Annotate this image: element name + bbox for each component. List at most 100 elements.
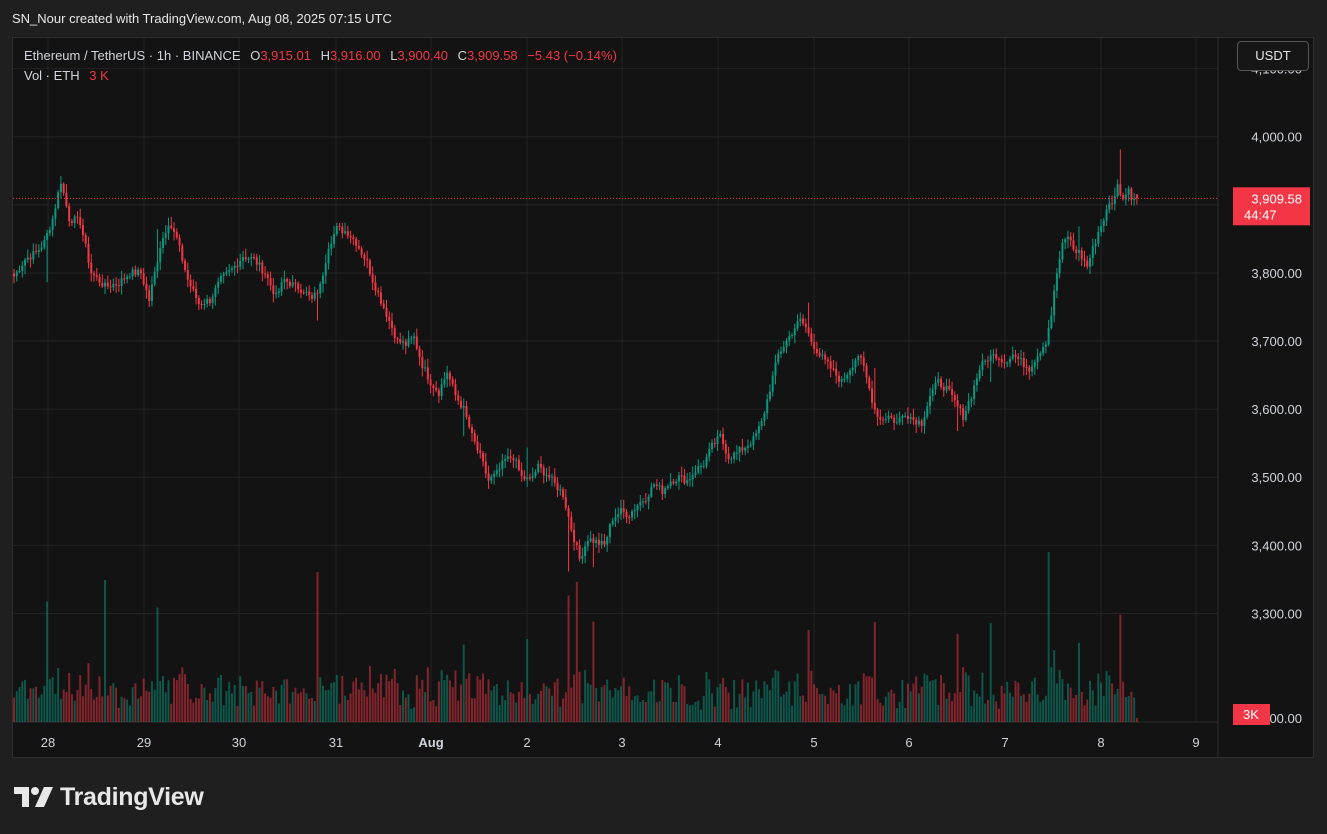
volume-label[interactable]: Vol · ETH	[24, 68, 80, 83]
volume-bar	[738, 693, 741, 722]
volume-bar	[608, 690, 611, 722]
tradingview-logo[interactable]: TradingView	[14, 783, 204, 811]
symbol-interval[interactable]: 1h	[156, 48, 172, 63]
candle-body	[959, 406, 962, 409]
candle-body	[385, 307, 388, 317]
candle-body	[407, 338, 410, 346]
time-axis-label: 3	[618, 735, 625, 750]
volume-bar	[255, 680, 258, 722]
volume-bar	[504, 700, 507, 722]
time-axis-label: 31	[329, 735, 343, 750]
open-value: 3,915.01	[260, 48, 311, 63]
volume-bar	[528, 694, 531, 722]
candle-body	[597, 539, 600, 545]
symbol-exchange: BINANCE	[182, 48, 241, 63]
volume-bar	[818, 694, 821, 722]
volume-bar	[59, 698, 62, 722]
volume-bar	[975, 693, 978, 722]
candle-body	[435, 387, 438, 391]
volume-bar	[879, 702, 882, 722]
candle-body	[139, 269, 142, 274]
volume-bar	[1097, 673, 1100, 722]
symbol-name[interactable]: Ethereum / TetherUS	[24, 48, 146, 63]
candle-body	[970, 399, 973, 402]
volume-bar	[388, 681, 391, 722]
volume-bar	[1122, 681, 1125, 722]
volume-bar	[150, 681, 153, 722]
volume-bar	[945, 698, 948, 722]
candle-body	[810, 333, 813, 342]
volume-bar	[93, 699, 96, 722]
candle-body	[173, 228, 176, 232]
volume-bar	[959, 692, 962, 722]
candle-body	[15, 271, 18, 277]
volume-bar	[771, 677, 774, 722]
candle-body	[738, 447, 741, 453]
candle-body	[766, 399, 769, 414]
candle-body	[937, 378, 940, 383]
volume-bar	[286, 679, 289, 722]
candle-body	[57, 192, 60, 209]
candle-body	[84, 235, 87, 244]
volume-bar	[468, 673, 471, 722]
volume-bar	[575, 582, 578, 722]
candle-body	[702, 465, 705, 467]
price-axis-label: 3,800.00	[1251, 266, 1302, 281]
candle-body	[829, 361, 832, 369]
candle-body	[404, 341, 407, 346]
candle-body	[473, 433, 476, 442]
candle-body	[32, 251, 35, 260]
candle-body	[230, 268, 233, 271]
candle-body	[48, 229, 51, 234]
volume-bar	[840, 703, 843, 722]
candle-body	[352, 237, 355, 239]
volume-bar	[807, 629, 810, 722]
candle-body	[479, 450, 482, 453]
time-axis-label: 9	[1192, 735, 1199, 750]
candle-body	[112, 284, 115, 288]
candle-body	[363, 254, 366, 260]
candle-body	[95, 275, 98, 277]
candle-body	[46, 233, 49, 241]
candle-body	[586, 541, 589, 547]
volume-bar	[415, 675, 418, 722]
volume-bar	[1130, 691, 1133, 722]
candle-body	[942, 386, 945, 391]
high-label: H	[320, 48, 330, 63]
candle-body	[87, 243, 90, 263]
volume-bar	[854, 684, 857, 722]
candle-body	[1066, 236, 1069, 240]
candle-body	[288, 281, 291, 287]
candle-body	[219, 275, 222, 282]
candle-body	[542, 467, 545, 476]
volume-bar	[661, 679, 664, 722]
candle-body	[1127, 188, 1130, 195]
volume-bar	[694, 701, 697, 722]
volume-bar	[642, 699, 645, 722]
currency-button[interactable]: USDT	[1237, 41, 1309, 71]
candle-body	[228, 270, 231, 272]
volume-bar	[139, 696, 142, 722]
candle-body	[768, 391, 771, 400]
volume-bar	[476, 676, 479, 722]
volume-bar	[973, 690, 976, 722]
volume-bar	[584, 670, 587, 722]
volume-bar	[904, 707, 907, 722]
candle-body	[909, 417, 912, 419]
candle-body	[584, 546, 587, 556]
volume-bar	[269, 697, 272, 722]
candle-body	[115, 284, 118, 286]
volume-bar	[104, 580, 107, 722]
chart-panel[interactable]: 4,100.004,000.003,900.003,800.003,700.00…	[12, 37, 1314, 758]
candle-body	[203, 304, 206, 306]
volume-bar	[724, 687, 727, 722]
candle-body	[1008, 358, 1011, 363]
volume-bar	[1135, 718, 1138, 722]
candle-body	[413, 336, 416, 339]
candle-body	[432, 385, 435, 388]
candle-body	[893, 417, 896, 423]
candlestick-chart[interactable]: 4,100.004,000.003,900.003,800.003,700.00…	[13, 38, 1313, 757]
candle-body	[642, 501, 645, 503]
volume-bar	[829, 687, 832, 722]
candle-body	[873, 402, 876, 410]
